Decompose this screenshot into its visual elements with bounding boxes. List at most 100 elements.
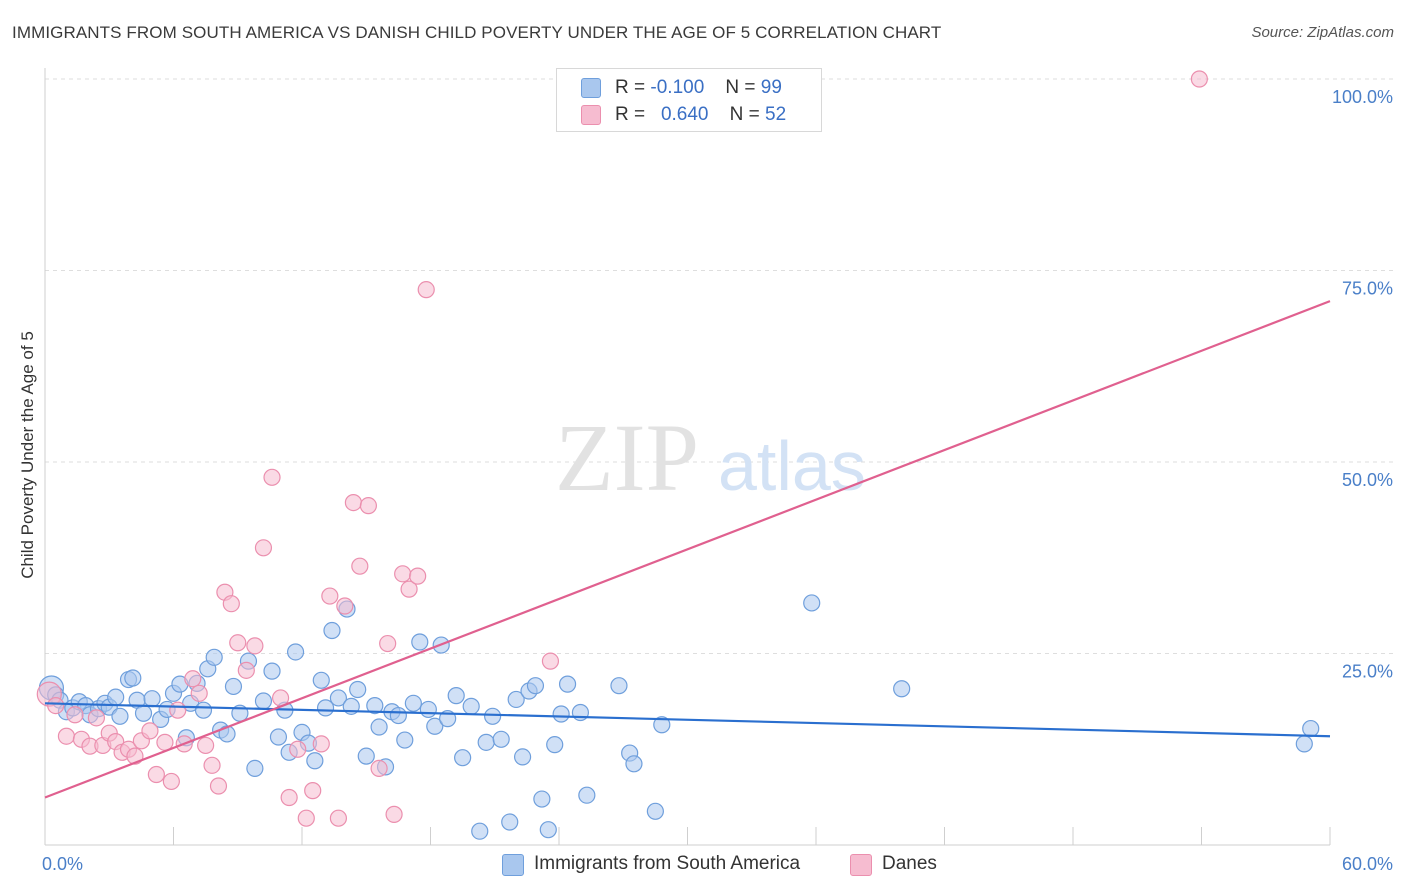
point-immigrants <box>224 677 243 696</box>
series-legend: Immigrants from South America Danes <box>0 852 1406 878</box>
point-immigrants <box>357 747 375 765</box>
y-tick-label: 100.0% <box>1332 87 1393 107</box>
point-immigrants <box>349 680 367 699</box>
point-danes <box>169 701 187 719</box>
point-danes <box>66 706 84 724</box>
point-immigrants <box>803 594 821 612</box>
point-immigrants <box>306 752 324 770</box>
point-danes <box>297 809 315 827</box>
point-danes <box>184 670 202 688</box>
point-danes <box>162 772 180 791</box>
point-immigrants <box>513 748 532 766</box>
y-tick-label: 25.0% <box>1342 662 1393 682</box>
point-danes <box>312 735 330 753</box>
point-immigrants <box>370 718 388 736</box>
point-immigrants <box>205 648 223 666</box>
point-immigrants <box>546 736 564 754</box>
point-immigrants <box>411 633 429 651</box>
point-immigrants <box>578 786 596 804</box>
legend-n-value: 52 <box>765 104 787 125</box>
point-immigrants <box>143 690 161 708</box>
point-danes <box>147 765 165 784</box>
point-danes <box>289 740 307 758</box>
point-immigrants <box>653 716 671 734</box>
point-immigrants <box>539 821 557 839</box>
point-immigrants <box>625 755 643 773</box>
point-immigrants <box>316 699 335 717</box>
point-immigrants <box>404 694 422 712</box>
point-danes <box>203 756 221 774</box>
point-danes <box>400 580 418 598</box>
watermark-zip: ZIP <box>555 404 699 511</box>
point-immigrants <box>426 717 444 735</box>
point-immigrants <box>492 730 510 748</box>
point-danes <box>190 684 208 702</box>
series-danes-points <box>36 70 1208 827</box>
point-immigrants <box>454 749 472 767</box>
chart-title: IMMIGRANTS FROM SOUTH AMERICA VS DANISH … <box>12 23 942 42</box>
point-danes <box>370 759 388 778</box>
legend-label-immigrants: Immigrants from South America <box>534 853 801 874</box>
legend-r-label: R = <box>615 77 646 98</box>
point-danes <box>344 493 362 512</box>
point-danes <box>409 567 427 585</box>
watermark: ZIP atlas <box>555 404 866 511</box>
point-danes <box>541 652 560 670</box>
point-danes <box>57 727 76 745</box>
point-danes <box>417 281 435 299</box>
point-immigrants <box>462 697 480 715</box>
trend-line-danes <box>44 300 1331 799</box>
legend-swatch-pink <box>850 854 872 876</box>
point-immigrants <box>893 680 911 698</box>
point-danes <box>351 557 369 575</box>
point-immigrants <box>124 669 142 687</box>
point-immigrants <box>396 731 414 749</box>
axes <box>44 68 1331 846</box>
point-danes <box>379 634 397 653</box>
point-immigrants <box>447 687 465 705</box>
watermark-atlas: atlas <box>718 427 866 505</box>
correlation-legend: R = -0.100 N = 99 R = 0.640 N = 52 <box>556 68 822 132</box>
point-immigrants <box>269 728 288 746</box>
point-immigrants <box>246 759 264 778</box>
point-immigrants <box>646 802 664 820</box>
legend-n-label: N = <box>725 77 756 98</box>
point-immigrants <box>484 707 502 725</box>
point-immigrants <box>111 707 129 725</box>
legend-swatch-blue <box>581 78 601 98</box>
x-tick-label: 0.0% <box>42 854 83 874</box>
legend-swatch-blue <box>502 854 524 876</box>
point-immigrants <box>471 822 489 840</box>
point-danes <box>254 539 273 557</box>
point-danes <box>321 587 339 605</box>
legend-n-value: 99 <box>760 77 782 98</box>
point-danes <box>141 722 159 740</box>
point-danes <box>280 788 298 807</box>
point-immigrants <box>263 662 281 680</box>
legend-r-label: R = <box>615 104 646 125</box>
point-immigrants <box>323 621 341 640</box>
point-immigrants <box>194 701 213 719</box>
point-danes <box>263 468 281 486</box>
point-immigrants <box>552 705 570 723</box>
point-immigrants <box>533 790 551 808</box>
point-immigrants <box>312 671 330 689</box>
point-immigrants <box>610 677 628 695</box>
point-immigrants <box>526 677 545 695</box>
point-immigrants <box>389 706 407 725</box>
series-immigrants-points <box>38 594 1320 840</box>
point-danes <box>329 809 348 827</box>
point-immigrants <box>107 688 125 706</box>
y-tick-label: 75.0% <box>1342 279 1393 299</box>
legend-r-value: 0.640 <box>660 104 709 125</box>
point-danes <box>394 565 412 583</box>
point-danes <box>336 597 354 615</box>
point-immigrants <box>501 813 519 831</box>
x-tick-label: 60.0% <box>1342 854 1393 874</box>
gridlines <box>45 78 1395 654</box>
point-immigrants <box>366 696 384 715</box>
point-danes <box>47 696 65 715</box>
trend-line-immigrants <box>44 702 1331 738</box>
point-danes <box>209 777 228 795</box>
